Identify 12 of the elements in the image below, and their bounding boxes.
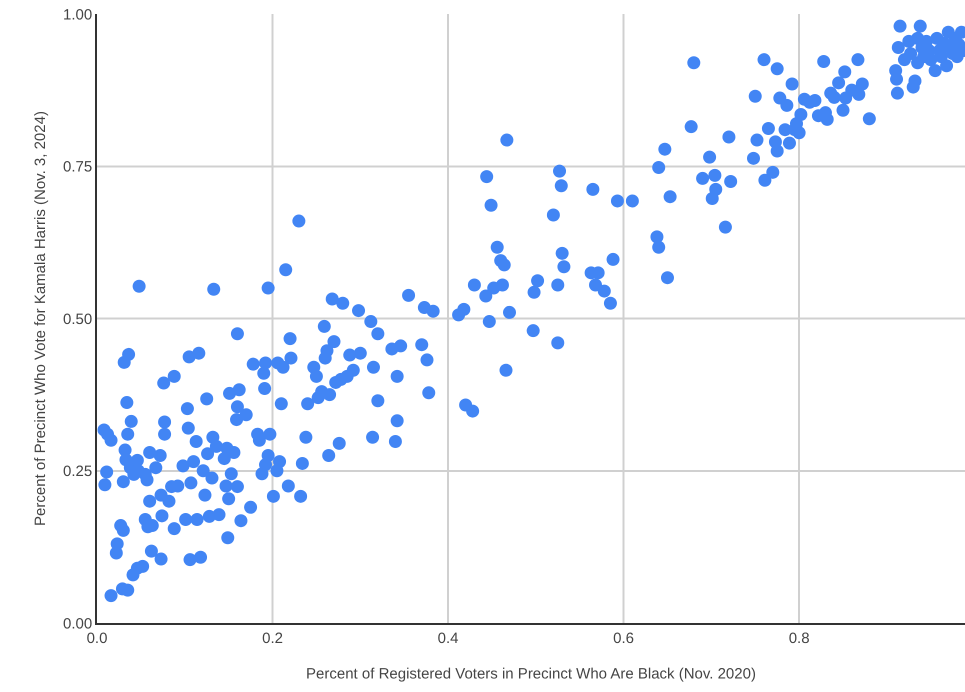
y-axis-title: Percent of Precinct Who Vote for Kamala Harris (Nov. 3, 2024) — [32, 111, 49, 526]
y-tick-label: 0.50 — [63, 310, 92, 328]
y-tick-label: 0.75 — [63, 158, 92, 176]
x-axis-title: Percent of Registered Voters in Precinct Who Are Black (Nov. 2020) — [306, 665, 756, 682]
x-tick-label: 0.8 — [788, 630, 810, 647]
x-tick-label: 0.2 — [262, 630, 283, 647]
y-tick-label: 0.25 — [63, 463, 92, 480]
x-tick-label: 0.6 — [613, 630, 634, 647]
y-tick-label: 1.00 — [63, 6, 92, 24]
y-tick-label: 0.00 — [63, 615, 92, 632]
x-tick-label: 0.0 — [86, 630, 108, 647]
x-tick-label: 0.4 — [438, 630, 458, 647]
